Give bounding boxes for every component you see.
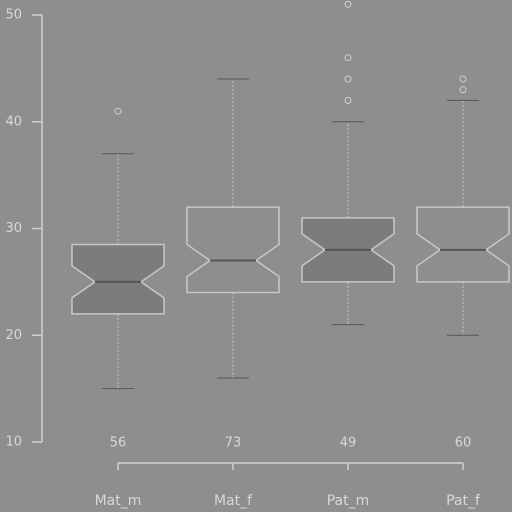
y-tick-label: 20 [5,328,22,343]
count-label: 49 [340,436,357,451]
outlier [459,86,467,94]
count-label: 56 [110,436,127,451]
box [71,243,165,315]
outlier [344,0,352,8]
x-tick-label: Pat_m [327,493,370,509]
y-tick-label: 10 [5,435,22,450]
outlier [459,75,467,83]
box [416,206,510,283]
outlier [344,54,352,62]
y-tick-label: 30 [5,221,22,236]
x-tick-label: Mat_m [95,493,142,509]
outlier [344,96,352,104]
y-tick-label: 40 [5,114,22,129]
outlier [344,75,352,83]
y-tick-label: 50 [5,8,22,23]
x-tick-label: Pat_f [446,493,481,509]
x-tick-label: Mat_f [214,493,253,509]
outlier [114,107,122,115]
box [186,206,280,294]
count-label: 73 [225,436,242,451]
count-label: 60 [455,436,472,451]
